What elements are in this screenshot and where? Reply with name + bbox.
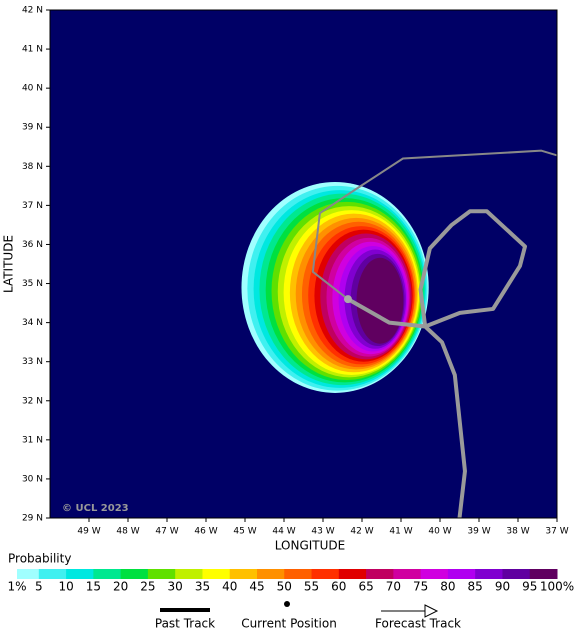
colorbar-label: 70: [386, 580, 401, 594]
colorbar-label: 15: [86, 580, 101, 594]
x-tick-label: 42 W: [350, 527, 373, 537]
legend-forecast-track: [381, 604, 439, 618]
y-tick-label: 33 N: [22, 357, 43, 367]
x-tick-label: 48 W: [116, 527, 139, 537]
colorbar-swatch: [229, 569, 258, 579]
track: [418, 209, 528, 329]
colorbar-label: 55: [304, 580, 319, 594]
x-tick-label: 39 W: [467, 527, 490, 537]
colorbar-label: 50: [277, 580, 292, 594]
colorbar-label: 90: [495, 580, 510, 594]
y-tick-label: 41 N: [22, 45, 43, 55]
colorbar-swatch: [447, 569, 476, 579]
colorbar-label: 80: [440, 580, 455, 594]
y-tick-label: 30 N: [22, 474, 43, 484]
probability-contour: [356, 257, 404, 344]
x-tick-label: 38 W: [506, 527, 529, 537]
colorbar-swatch: [475, 569, 503, 579]
colorbar-label: 5: [35, 580, 43, 594]
y-tick-label: 38 N: [22, 162, 43, 172]
map-layer: [241, 149, 557, 518]
colorbar-swatch: [502, 569, 531, 579]
colorbar-label: 60: [331, 580, 346, 594]
colorbar-label: 95: [522, 580, 537, 594]
colorbar-swatch: [366, 569, 394, 579]
x-tick-label: 45 W: [233, 527, 256, 537]
colorbar-label: 45: [249, 580, 264, 594]
colorbar-swatch: [66, 569, 94, 579]
x-tick-label: 40 W: [428, 527, 451, 537]
y-tick-label: 39 N: [22, 123, 43, 133]
colorbar-title: Probability: [8, 552, 71, 566]
colorbar-label: 10: [58, 580, 73, 594]
colorbar-swatch: [529, 569, 558, 579]
y-tick-label: 36 N: [22, 240, 43, 250]
colorbar-swatch: [393, 569, 422, 579]
y-tick-label: 40 N: [22, 84, 43, 94]
colorbar-swatch: [202, 569, 231, 579]
colorbar-swatch: [175, 569, 203, 579]
y-tick-label: 29 N: [22, 514, 43, 524]
legend-label: Current Position: [241, 617, 337, 631]
x-tick-label: 43 W: [311, 527, 334, 537]
y-tick-label: 34 N: [22, 318, 43, 328]
track: [311, 149, 557, 300]
colorbar-swatch: [420, 569, 449, 579]
x-tick-label: 47 W: [155, 527, 178, 537]
colorbar-swatch: [257, 569, 285, 579]
track: [346, 297, 467, 518]
x-tick-label: 37 W: [545, 527, 568, 537]
colorbar-label: 75: [413, 580, 428, 594]
legend-current-position: [284, 601, 290, 607]
credit: © UCL 2023: [62, 503, 129, 514]
colorbar-label: 25: [140, 580, 155, 594]
colorbar-swatch: [17, 569, 40, 579]
colorbar-label: 1%: [7, 580, 26, 594]
y-axis-label: LATITUDE: [2, 235, 16, 293]
legend-label: Past Track: [155, 617, 215, 631]
colorbar-label: 20: [113, 580, 128, 594]
colorbar-swatch: [284, 569, 313, 579]
x-axis-label: LONGITUDE: [275, 539, 345, 553]
map-frame: [49, 9, 558, 519]
colorbar-label: 40: [222, 580, 237, 594]
colorbar-label: 100%: [540, 580, 574, 594]
colorbar-swatch: [93, 569, 122, 579]
colorbar-swatch: [311, 569, 340, 579]
current-position: [343, 295, 352, 304]
y-tick-label: 35 N: [22, 279, 43, 289]
colorbar-swatch: [338, 569, 367, 579]
colorbar-swatch: [147, 569, 176, 579]
colorbar-label: 85: [468, 580, 483, 594]
colorbar-swatch: [38, 569, 67, 579]
x-tick-label: 49 W: [77, 527, 100, 537]
colorbar-label: 35: [195, 580, 210, 594]
colorbar-swatch: [120, 569, 149, 579]
x-tick-label: 44 W: [272, 527, 295, 537]
colorbar-label: 30: [168, 580, 183, 594]
x-tick-label: 41 W: [389, 527, 412, 537]
x-tick-label: 46 W: [194, 527, 217, 537]
legend-label: Forecast Track: [375, 617, 461, 631]
y-tick-label: 31 N: [22, 435, 43, 445]
y-tick-label: 42 N: [22, 6, 43, 16]
y-tick-label: 32 N: [22, 396, 43, 406]
colorbar-label: 65: [358, 580, 373, 594]
y-tick-label: 37 N: [22, 201, 43, 211]
